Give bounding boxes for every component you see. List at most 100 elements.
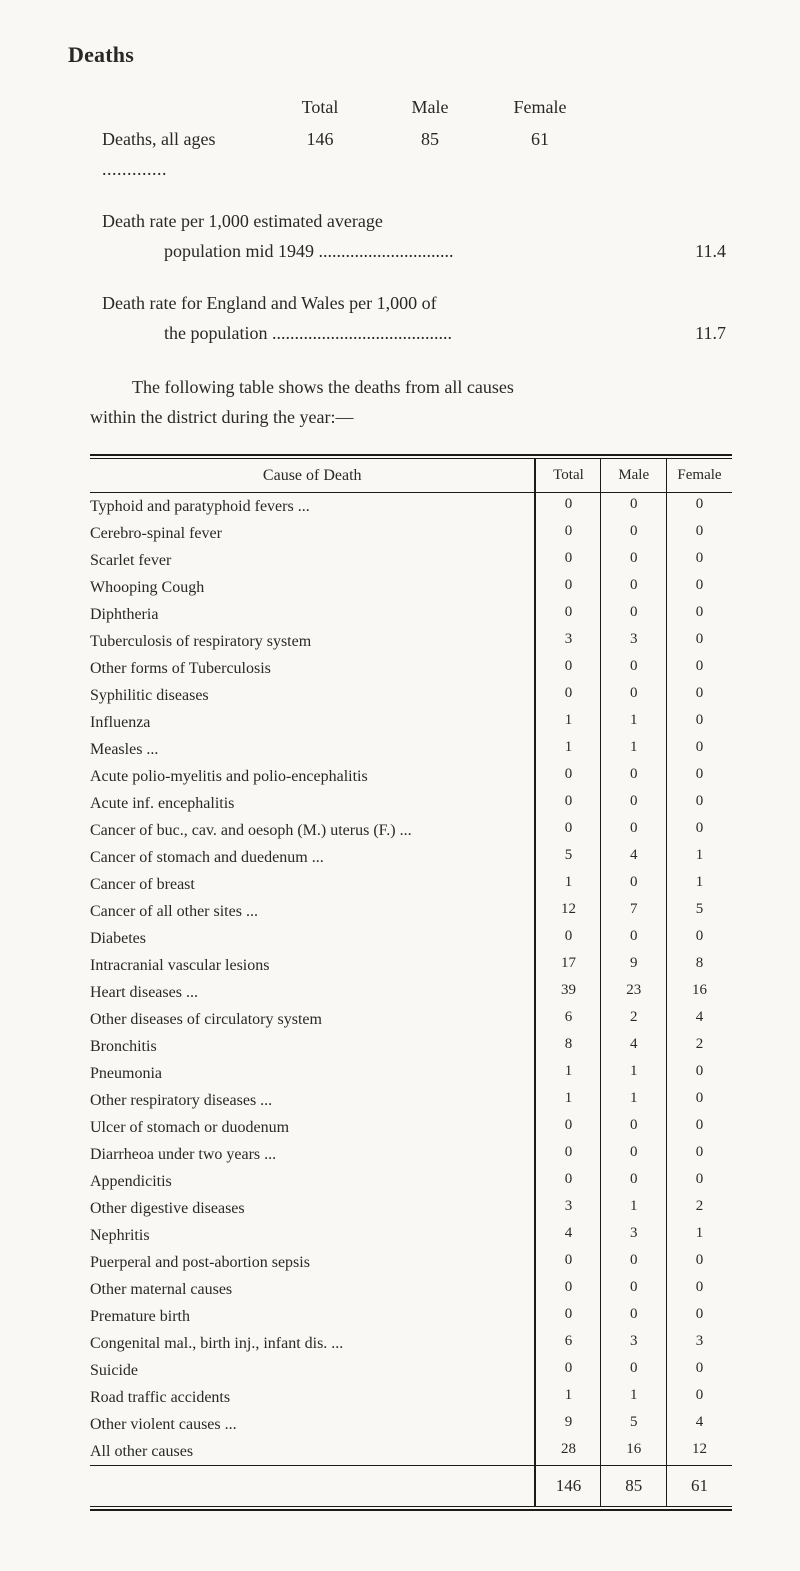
total-cell: 0 [535,1303,601,1330]
female-cell: 0 [666,547,732,574]
total-cell: 0 [535,817,601,844]
table-row: Diarrheoa under two years ...000 [90,1141,732,1168]
female-cell: 0 [666,1141,732,1168]
table-row: Cancer of all other sites ...1275 [90,898,732,925]
deaths-table: Cause of Death Total Male Female Typhoid… [90,459,732,1506]
summary-header-row: Total Male Female [90,92,732,122]
female-cell: 0 [666,493,732,521]
table-row: Diabetes000 [90,925,732,952]
table-row: Premature birth000 [90,1303,732,1330]
cause-cell: Road traffic accidents [90,1384,535,1411]
cause-cell: Diphtheria [90,601,535,628]
male-cell: 1 [601,1384,667,1411]
male-cell: 2 [601,1006,667,1033]
deaths-all-ages-total: 146 [265,124,375,184]
table-row: Other forms of Tuberculosis000 [90,655,732,682]
total-cell: 0 [535,1168,601,1195]
total-cell: 0 [535,1141,601,1168]
male-cell: 3 [601,1330,667,1357]
table-row: Acute polio-myelitis and polio-encephali… [90,763,732,790]
female-cell: 12 [666,1438,732,1466]
ew-rate-para: Death rate for England and Wales per 1,0… [90,288,732,348]
table-row: Heart diseases ...392316 [90,979,732,1006]
table-row: Tuberculosis of respiratory system330 [90,628,732,655]
total-cell: 8 [535,1033,601,1060]
male-cell: 0 [601,601,667,628]
table-row: All other causes281612 [90,1438,732,1466]
male-cell: 23 [601,979,667,1006]
female-cell: 0 [666,628,732,655]
cause-cell: Diarrheoa under two years ... [90,1141,535,1168]
ew-rate-line1: Death rate for England and Wales per 1,0… [102,288,732,318]
cause-cell: Nephritis [90,1222,535,1249]
table-row: Other diseases of circulatory system624 [90,1006,732,1033]
female-cell: 8 [666,952,732,979]
male-cell: 16 [601,1438,667,1466]
deaths-table-wrap: Cause of Death Total Male Female Typhoid… [90,454,732,1511]
total-cell: 0 [535,790,601,817]
total-cell: 0 [535,601,601,628]
female-cell: 0 [666,1087,732,1114]
total-cell: 1 [535,1384,601,1411]
table-preamble: The following table shows the deaths fro… [90,372,732,432]
table-totals-row: 146 85 61 [90,1466,732,1507]
death-rate-line1: Death rate per 1,000 estimated average [102,206,732,236]
total-cell: 39 [535,979,601,1006]
female-cell: 4 [666,1006,732,1033]
summary-block: Total Male Female Deaths, all ages 146 8… [90,92,732,432]
cause-cell: Cancer of buc., cav. and oesoph (M.) ute… [90,817,535,844]
table-row: Diphtheria000 [90,601,732,628]
female-cell: 0 [666,817,732,844]
table-row: Congenital mal., birth inj., infant dis.… [90,1330,732,1357]
total-cell: 5 [535,844,601,871]
female-cell: 2 [666,1033,732,1060]
total-cell: 4 [535,1222,601,1249]
table-row: Pneumonia110 [90,1060,732,1087]
cause-cell: Diabetes [90,925,535,952]
total-cell: 0 [535,763,601,790]
male-cell: 3 [601,628,667,655]
female-cell: 0 [666,736,732,763]
table-row: Cancer of stomach and duedenum ...541 [90,844,732,871]
male-cell: 3 [601,1222,667,1249]
preamble-line1: The following table shows the deaths fro… [132,372,728,402]
ew-rate-value: 11.7 [695,318,726,348]
preamble-line2: within the district during the year:— [90,402,728,432]
table-row: Nephritis431 [90,1222,732,1249]
total-cell: 3 [535,628,601,655]
cause-cell: Congenital mal., birth inj., infant dis.… [90,1330,535,1357]
col-cause-header: Cause of Death [90,459,535,493]
male-cell: 0 [601,763,667,790]
male-cell: 0 [601,1249,667,1276]
total-cell: 0 [535,1276,601,1303]
total-cell: 12 [535,898,601,925]
total-cell: 0 [535,655,601,682]
female-cell: 0 [666,1060,732,1087]
death-rate-para: Death rate per 1,000 estimated average p… [90,206,732,266]
table-row: Puerperal and post-abortion sepsis000 [90,1249,732,1276]
total-cell: 1 [535,871,601,898]
deaths-all-ages-male: 85 [375,124,485,184]
deaths-all-ages-row: Deaths, all ages 146 85 61 [90,124,732,184]
totals-label [90,1466,535,1507]
deaths-all-ages-female: 61 [485,124,595,184]
male-cell: 0 [601,547,667,574]
table-row: Other maternal causes000 [90,1276,732,1303]
cause-cell: Appendicitis [90,1168,535,1195]
table-row: Ulcer of stomach or duodenum000 [90,1114,732,1141]
col-total-header: Total [535,459,601,493]
female-cell: 0 [666,709,732,736]
male-cell: 0 [601,655,667,682]
cause-cell: Premature birth [90,1303,535,1330]
cause-cell: Cancer of stomach and duedenum ... [90,844,535,871]
cause-cell: Whooping Cough [90,574,535,601]
cause-cell: Other maternal causes [90,1276,535,1303]
col-female-header: Female [666,459,732,493]
female-cell: 0 [666,1384,732,1411]
male-cell: 0 [601,1357,667,1384]
total-cell: 6 [535,1330,601,1357]
cause-cell: Cancer of breast [90,871,535,898]
cause-cell: Acute inf. encephalitis [90,790,535,817]
table-row: Syphilitic diseases000 [90,682,732,709]
female-cell: 0 [666,1303,732,1330]
